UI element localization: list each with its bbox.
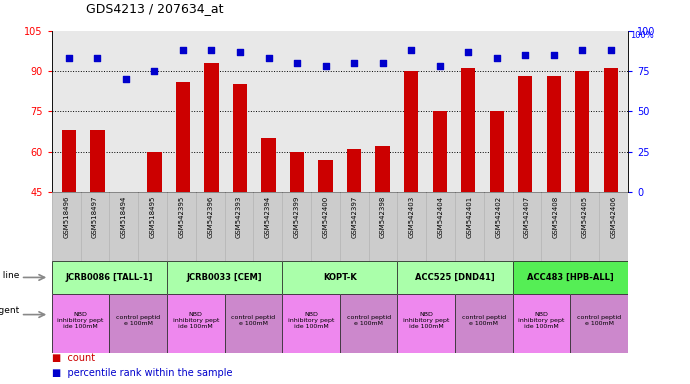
Bar (176, 82, 190, 192)
Text: GSM518497: GSM518497 (92, 195, 98, 238)
Bar (90, 130, 104, 192)
Text: control peptid
e 100mM: control peptid e 100mM (231, 315, 275, 326)
Bar (490, 111, 504, 192)
Text: GSM518495: GSM518495 (150, 195, 155, 238)
Point (549, 52, 560, 58)
Point (206, 47, 217, 53)
Bar (518, 76, 533, 192)
Text: GSM518494: GSM518494 (121, 195, 127, 238)
Point (434, 63, 445, 69)
Bar (61, 130, 76, 192)
Point (520, 52, 531, 58)
Text: GSM542398: GSM542398 (380, 195, 386, 238)
Text: GSM542399: GSM542399 (294, 195, 299, 238)
Text: NBD
inhibitory pept
ide 100mM: NBD inhibitory pept ide 100mM (57, 312, 104, 329)
Text: agent: agent (0, 306, 19, 315)
Text: GSM542402: GSM542402 (495, 195, 501, 238)
Bar (204, 63, 219, 192)
Text: GSM542393: GSM542393 (236, 195, 242, 238)
Bar (233, 84, 247, 192)
Bar (262, 138, 275, 192)
Text: GDS4213 / 207634_at: GDS4213 / 207634_at (86, 2, 224, 15)
Bar (433, 111, 447, 192)
Text: control peptid
e 100mM: control peptid e 100mM (116, 315, 160, 326)
Text: cell line: cell line (0, 271, 19, 280)
Text: control peptid
e 100mM: control peptid e 100mM (346, 315, 391, 326)
Bar (604, 68, 618, 192)
Bar (375, 146, 390, 192)
Text: GSM542404: GSM542404 (437, 195, 444, 238)
Point (348, 60, 359, 66)
Point (406, 47, 417, 53)
Point (577, 47, 588, 53)
Text: GSM542407: GSM542407 (524, 195, 530, 238)
Point (149, 68, 160, 74)
Text: KOPT-K: KOPT-K (323, 273, 357, 282)
Text: GSM518496: GSM518496 (63, 195, 69, 238)
Text: GSM542403: GSM542403 (409, 195, 415, 238)
Text: ■  count: ■ count (52, 353, 95, 363)
Text: ACC483 [HPB-ALL]: ACC483 [HPB-ALL] (527, 273, 613, 282)
Point (291, 60, 302, 66)
Bar (347, 149, 362, 192)
Bar (546, 76, 561, 192)
Text: ACC525 [DND41]: ACC525 [DND41] (415, 273, 495, 282)
Point (263, 55, 274, 61)
Text: NBD
inhibitory pept
ide 100mM: NBD inhibitory pept ide 100mM (172, 312, 219, 329)
Point (235, 49, 246, 55)
Point (92, 55, 103, 61)
Point (377, 60, 388, 66)
Bar (575, 71, 589, 192)
Text: GSM542408: GSM542408 (553, 195, 559, 238)
Text: GSM542400: GSM542400 (322, 195, 328, 238)
Bar (318, 160, 333, 192)
Text: NBD
inhibitory pept
ide 100mM: NBD inhibitory pept ide 100mM (288, 312, 334, 329)
Bar (404, 71, 418, 192)
Point (491, 55, 502, 61)
Text: GSM542396: GSM542396 (207, 195, 213, 238)
Text: GSM542394: GSM542394 (265, 195, 270, 238)
Text: 100%: 100% (630, 31, 653, 40)
Text: GSM542406: GSM542406 (611, 195, 616, 238)
Text: NBD
inhibitory pept
ide 100mM: NBD inhibitory pept ide 100mM (403, 312, 449, 329)
Bar (147, 152, 161, 192)
Text: ■  percentile rank within the sample: ■ percentile rank within the sample (52, 368, 233, 378)
Text: NBD
inhibitory pept
ide 100mM: NBD inhibitory pept ide 100mM (518, 312, 564, 329)
Bar (290, 152, 304, 192)
Bar (461, 68, 475, 192)
Text: control peptid
e 100mM: control peptid e 100mM (462, 315, 506, 326)
Text: GSM542395: GSM542395 (179, 195, 184, 238)
Text: JCRB0086 [TALL-1]: JCRB0086 [TALL-1] (66, 273, 153, 282)
Point (177, 47, 188, 53)
Point (320, 63, 331, 69)
Text: GSM542401: GSM542401 (466, 195, 473, 238)
Point (605, 47, 616, 53)
Point (63, 55, 75, 61)
Text: GSM542397: GSM542397 (351, 195, 357, 238)
Point (463, 49, 474, 55)
Text: JCRB0033 [CEM]: JCRB0033 [CEM] (187, 273, 262, 282)
Text: control peptid
e 100mM: control peptid e 100mM (577, 315, 621, 326)
Point (120, 76, 131, 82)
Text: GSM542405: GSM542405 (582, 195, 588, 238)
